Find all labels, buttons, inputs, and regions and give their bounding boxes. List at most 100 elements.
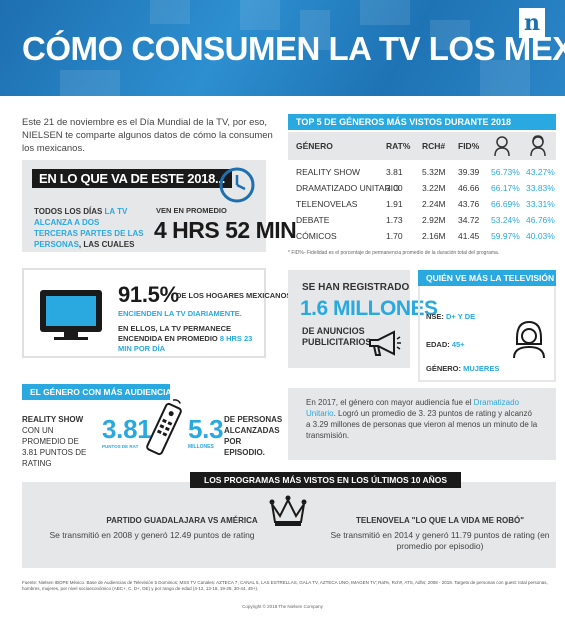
female-icon (530, 135, 546, 157)
top-genres-banner: TOP 5 DE GÉNEROS MÁS VISTOS DURANTE 2018 (288, 114, 556, 130)
year2017-highlight: Dramatizado Unitario (306, 398, 520, 418)
average-label: VEN EN PROMEDIO (156, 206, 227, 215)
cell-female: 43.27% (526, 167, 555, 177)
average-reach-text: TODOS LOS DÍAS LA TV ALCANZA A DOS TERCE… (34, 206, 144, 250)
table-row: REALITY SHOW 3.81 5.32M 39.39 56.73% 43.… (288, 165, 556, 179)
woman-icon (513, 320, 545, 359)
male-icon (494, 136, 510, 157)
source-note: Fuente: Nielsen IBOPE México. Base de Au… (22, 580, 548, 591)
households-percent: 91.5% (118, 282, 179, 307)
audience-panel: NSE: D+ Y DE EDAD: 45+ GÉNERO: MUJERES (418, 286, 556, 382)
average-viewing-panel: EN LO QUE VA DE ESTE 2018... TODOS LOS D… (22, 160, 297, 252)
clock-icon (219, 167, 255, 203)
audience-gender: GÉNERO: MUJERES (426, 364, 499, 373)
cell-fid: 39.39 (458, 167, 480, 177)
audience-age: EDAD: 45+ (426, 340, 465, 349)
most-watched-title: LOS PROGRAMAS MÁS VISTOS EN LOS ÚLTIMOS … (190, 472, 462, 488)
cell-fid: 43.76 (458, 199, 480, 209)
year2017-text-c: . Logró un promedio de 3. 23 puntos de r… (306, 409, 538, 440)
megaphone-icon (369, 330, 401, 356)
cell-rch: 3.22M (422, 183, 446, 193)
average-text-a: TODOS LOS DÍAS (34, 207, 105, 216)
cell-genre: CÓMICOS (296, 231, 337, 241)
cell-genre: REALITY SHOW (296, 167, 361, 177)
cell-rat: 3.81 (386, 167, 403, 177)
nse-label: NSE: (426, 312, 447, 321)
copyright: Copyright © 2018 The Nielsen Company (242, 604, 323, 609)
background-tile (300, 10, 330, 50)
genre-audience-panel: REALITY SHOW CON UN PROMEDIO DE 3.81 PUN… (22, 399, 282, 468)
cell-genre: DEBATE (296, 215, 330, 225)
gender-value: MUJERES (463, 364, 500, 373)
nielsen-logo: n (519, 8, 545, 38)
page-title: CÓMO CONSUMEN LA TV LOS MEXICANOS (22, 30, 565, 67)
background-tile (60, 70, 120, 96)
table-row: DRAMATIZADO UNITARIO 3.00 3.22M 46.66 66… (288, 181, 556, 195)
average-title: EN LO QUE VA DE ESTE 2018... (32, 169, 232, 188)
cell-genre: TELENOVELAS (296, 199, 358, 209)
most-watched-panel: LOS PROGRAMAS MÁS VISTOS EN LOS ÚLTIMOS … (22, 472, 556, 568)
audience-nse: NSE: D+ Y DE (426, 312, 475, 321)
cell-female: 33.31% (526, 199, 555, 209)
ads-panel: SE HAN REGISTRADO 1.6 MILLONES DE ANUNCI… (288, 270, 438, 368)
cell-male: 66.17% (491, 183, 520, 193)
cell-rat: 1.73 (386, 215, 403, 225)
reach-sublabel: MILLONES (188, 444, 214, 450)
background-tile (150, 0, 190, 24)
genre-name: REALITY SHOW (22, 415, 84, 424)
most-watched-right-body: Se transmitió en 2014 y generó 11.79 pun… (330, 530, 550, 551)
cell-fid: 34.72 (458, 215, 480, 225)
cell-rch: 5.32M (422, 167, 446, 177)
cell-female: 46.76% (526, 215, 555, 225)
table-row: CÓMICOS 1.70 2.16M 41.45 59.97% 40.03% (288, 229, 556, 243)
cell-rat: 3.00 (386, 183, 403, 193)
year-2017-panel: En 2017, el género con mayor audiencia f… (288, 388, 556, 460)
genre-audience-banner: EL GÉNERO CON MÁS AUDIENCIA ES (22, 384, 185, 400)
cell-genre: DRAMATIZADO UNITARIO (296, 183, 400, 193)
background-tile (360, 0, 410, 25)
cell-female: 33.83% (526, 183, 555, 193)
cell-male: 53.24% (491, 215, 520, 225)
year2017-text-a: En 2017, el género con mayor audiencia f… (306, 398, 474, 407)
crown-icon (269, 495, 307, 526)
header-rat: RAT% (386, 141, 411, 151)
nse-value: D+ Y DE (446, 312, 476, 321)
rating-value: 3.81 (102, 414, 152, 444)
cell-female: 40.03% (526, 231, 555, 241)
ads-value: 1.6 MILLONES (300, 297, 438, 320)
table-row: DEBATE 1.73 2.92M 34.72 53.24% 46.76% (288, 213, 556, 227)
cell-rat: 1.91 (386, 199, 403, 209)
remote-control-icon (146, 399, 182, 456)
cell-rch: 2.24M (422, 199, 446, 209)
most-watched-right-title: TELENOVELA "LO QUE LA VIDA ME ROBÓ" (355, 516, 525, 525)
header-fid: FID% (458, 141, 480, 151)
cell-rch: 2.16M (422, 231, 446, 241)
cell-rat: 1.70 (386, 231, 403, 241)
header-rch: RCH# (422, 141, 446, 151)
cell-male: 66.69% (491, 199, 520, 209)
average-value: 4 HRS 52 MIN (154, 217, 297, 243)
cell-male: 56.73% (491, 167, 520, 177)
reach-value: 5.3 (188, 414, 224, 444)
ads-line2: DE ANUNCIOS PUBLICITARIOS (302, 326, 372, 347)
intro-text: Este 21 de noviembre es el Día Mundial d… (22, 117, 273, 154)
households-panel: 91.5% DE LOS HOGARES MEXICANOS ENCIENDEN… (22, 268, 291, 358)
households-line3-highlight: 8 HRS 23 MIN POR DÍA (118, 334, 253, 353)
audience-banner: QUIÉN VE MÁS LA TELEVISIÓN (418, 270, 556, 286)
top-genres-table: GÉNERO RAT% RCH# FID% REALITY SHOW 3.81 … (288, 132, 556, 260)
background-tile (430, 20, 470, 50)
header-genre: GÉNERO (296, 141, 333, 151)
age-label: EDAD: (426, 340, 452, 349)
average-text-highlight: LA TV ALCANZA A DOS TERCERAS PARTES DE L… (34, 207, 144, 249)
table-row: TELENOVELAS 1.91 2.24M 43.76 66.69% 33.3… (288, 197, 556, 211)
households-line3-text: EN ELLOS, LA TV PERMANECE ENCENDIDA EN P… (118, 324, 232, 343)
genre-right-text: DE PERSONAS ALCANZADAS POR EPISODIO. (224, 415, 283, 457)
gender-label: GÉNERO: (426, 364, 464, 373)
cell-rch: 2.92M (422, 215, 446, 225)
most-watched-left-body: Se transmitió en 2008 y generó 12.49 pun… (49, 530, 255, 540)
households-line3: EN ELLOS, LA TV PERMANECE ENCENDIDA EN P… (118, 324, 258, 354)
genre-left-rest: CON UN PROMEDIO DE 3.81 PUNTOS DE RATING (22, 426, 87, 468)
average-text-c: , LAS CUALES (78, 240, 135, 249)
background-tile (480, 60, 530, 96)
table-footnote: * FID%- Fidelidad es el porcentaje de pe… (288, 250, 500, 256)
